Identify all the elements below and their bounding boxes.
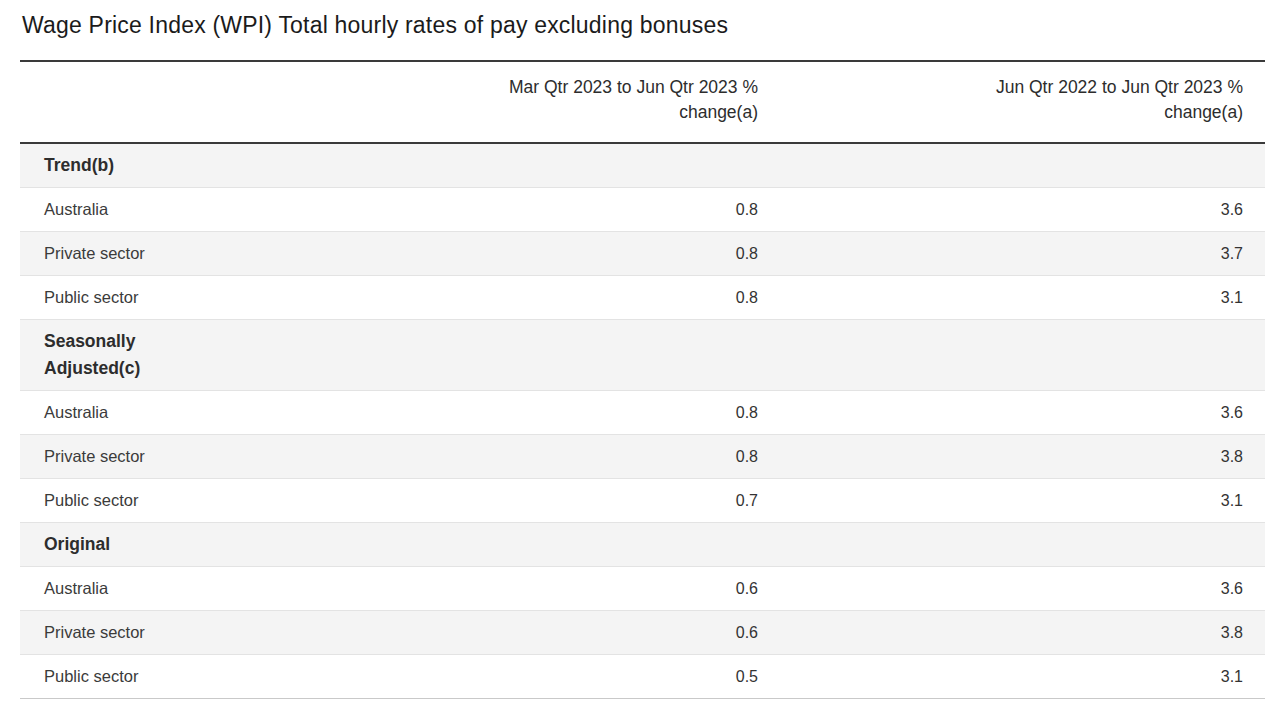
section-label-text: Trend(b)	[44, 152, 114, 179]
row-label: Australia	[20, 391, 380, 435]
row-label: Public sector	[20, 276, 380, 320]
table-row-trend-public: Public sector 0.8 3.1	[20, 276, 1265, 320]
value-qtr-change: 0.8	[380, 276, 780, 320]
corner-header-empty	[20, 61, 380, 143]
column-header-annual-change: Jun Qtr 2022 to Jun Qtr 2023 % change(a)	[780, 61, 1265, 143]
value-qtr-change: 0.8	[380, 435, 780, 479]
wpi-table: Mar Qtr 2023 to Jun Qtr 2023 % change(a)…	[20, 60, 1265, 699]
value-annual-change: 3.1	[780, 655, 1265, 699]
table-row-sa-private: Private sector 0.8 3.8	[20, 435, 1265, 479]
value-annual-change: 3.1	[780, 276, 1265, 320]
value-annual-change: 3.8	[780, 611, 1265, 655]
column-header-annual-change-line2: change(a)	[780, 100, 1243, 125]
table-row-sa-public: Public sector 0.7 3.1	[20, 479, 1265, 523]
value-annual-change: 3.6	[780, 567, 1265, 611]
section-label-trend: Trend(b)	[20, 143, 1265, 188]
value-annual-change: 3.6	[780, 188, 1265, 232]
row-label: Private sector	[20, 611, 380, 655]
column-header-qtr-change: Mar Qtr 2023 to Jun Qtr 2023 % change(a)	[380, 61, 780, 143]
value-qtr-change: 0.8	[380, 188, 780, 232]
table-row-original-private: Private sector 0.6 3.8	[20, 611, 1265, 655]
table-container: Wage Price Index (WPI) Total hourly rate…	[20, 10, 1265, 699]
value-qtr-change: 0.6	[380, 611, 780, 655]
table-row-original-public: Public sector 0.5 3.1	[20, 655, 1265, 699]
section-label-text: Original	[44, 531, 110, 558]
section-row-original: Original	[20, 523, 1265, 567]
row-label: Public sector	[20, 479, 380, 523]
value-qtr-change: 0.6	[380, 567, 780, 611]
table-row-trend-private: Private sector 0.8 3.7	[20, 232, 1265, 276]
table-row-sa-australia: Australia 0.8 3.6	[20, 391, 1265, 435]
row-label: Public sector	[20, 655, 380, 699]
value-annual-change: 3.7	[780, 232, 1265, 276]
page: Wage Price Index (WPI) Total hourly rate…	[0, 0, 1280, 725]
column-header-qtr-change-line1: Mar Qtr 2023 to Jun Qtr 2023 %	[380, 75, 758, 100]
section-row-seasonally-adjusted: Seasonally Adjusted(c)	[20, 320, 1265, 391]
row-label: Private sector	[20, 435, 380, 479]
value-qtr-change: 0.8	[380, 232, 780, 276]
column-header-qtr-change-line2: change(a)	[380, 100, 758, 125]
value-annual-change: 3.8	[780, 435, 1265, 479]
table-row-trend-australia: Australia 0.8 3.6	[20, 188, 1265, 232]
row-label: Australia	[20, 188, 380, 232]
column-header-annual-change-line1: Jun Qtr 2022 to Jun Qtr 2023 %	[780, 75, 1243, 100]
section-label-text: Seasonally Adjusted(c)	[44, 328, 214, 382]
table-row-original-australia: Australia 0.6 3.6	[20, 567, 1265, 611]
value-qtr-change: 0.8	[380, 391, 780, 435]
section-row-trend: Trend(b)	[20, 143, 1265, 188]
table-header-row: Mar Qtr 2023 to Jun Qtr 2023 % change(a)…	[20, 61, 1265, 143]
page-title: Wage Price Index (WPI) Total hourly rate…	[22, 10, 1265, 40]
row-label: Private sector	[20, 232, 380, 276]
row-label: Australia	[20, 567, 380, 611]
value-annual-change: 3.6	[780, 391, 1265, 435]
value-annual-change: 3.1	[780, 479, 1265, 523]
section-label-original: Original	[20, 523, 1265, 567]
value-qtr-change: 0.7	[380, 479, 780, 523]
section-label-seasonally-adjusted: Seasonally Adjusted(c)	[20, 320, 1265, 391]
value-qtr-change: 0.5	[380, 655, 780, 699]
